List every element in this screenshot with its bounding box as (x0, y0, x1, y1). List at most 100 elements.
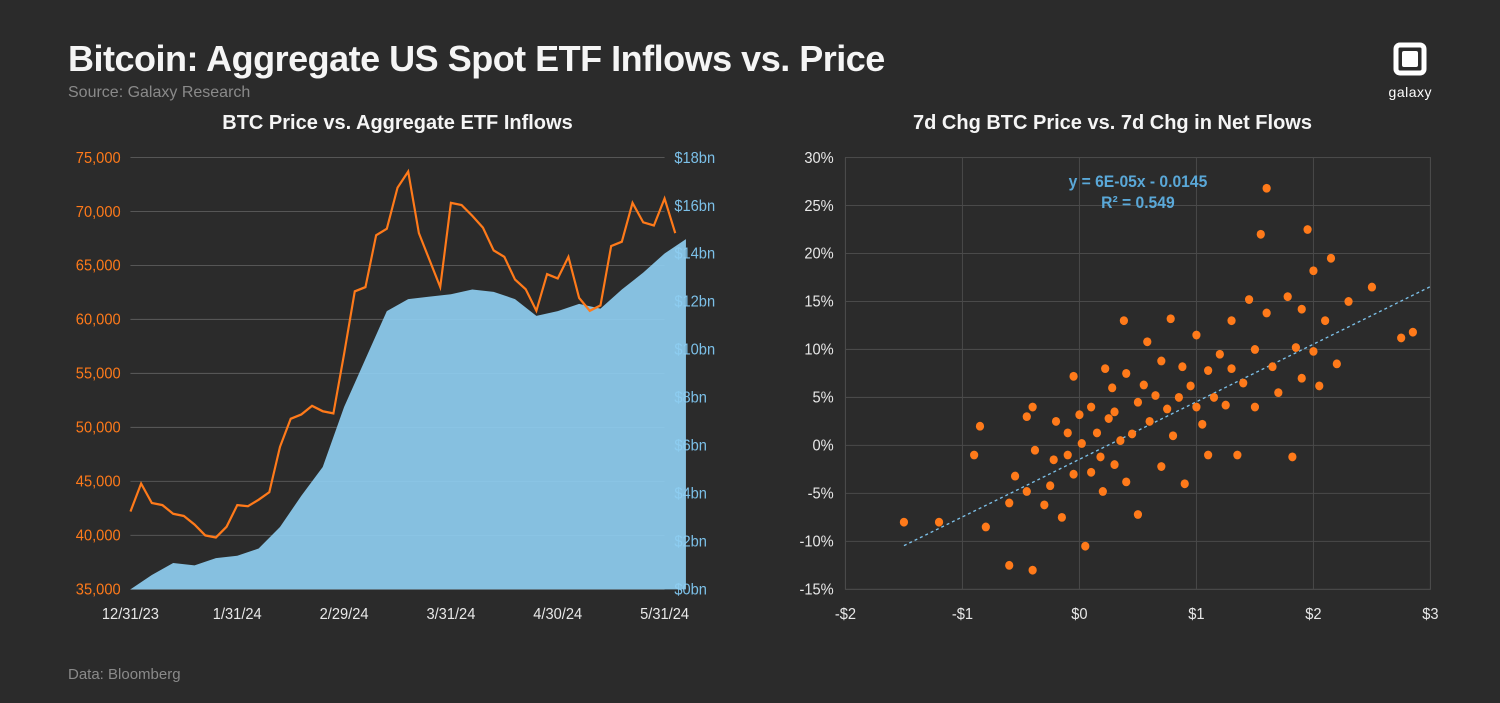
svg-text:$1: $1 (1188, 605, 1204, 623)
svg-text:25%: 25% (804, 197, 833, 215)
scatter-point (1108, 383, 1116, 392)
scatter-point (982, 523, 990, 532)
scatter-point (1216, 350, 1224, 359)
scatter-point (1122, 369, 1130, 378)
scatter-point (1333, 359, 1341, 368)
svg-text:-15%: -15% (799, 581, 833, 599)
svg-text:2/29/24: 2/29/24 (320, 605, 369, 623)
svg-text:65,000: 65,000 (76, 257, 121, 275)
svg-text:5/31/24: 5/31/24 (640, 605, 689, 623)
scatter-point (1069, 470, 1077, 479)
scatter-point (1222, 401, 1230, 410)
header: Bitcoin: Aggregate US Spot ETF Inflows v… (0, 0, 1500, 112)
svg-text:-$1: -$1 (952, 605, 973, 623)
trend-r2: R² = 0.549 (1101, 194, 1174, 213)
scatter-point (1140, 381, 1148, 390)
scatter-point (1192, 403, 1200, 412)
scatter-point (1023, 487, 1031, 496)
svg-text:50,000: 50,000 (76, 419, 121, 437)
scatter-point (1157, 357, 1165, 366)
scatter-point (1101, 364, 1109, 373)
scatter-point (1315, 381, 1323, 390)
scatter-point (1011, 472, 1019, 481)
scatter-point (1274, 388, 1282, 397)
svg-text:5%: 5% (812, 389, 833, 407)
scatter-point (1087, 468, 1095, 477)
scatter-point (1298, 374, 1306, 383)
scatter-point (1239, 379, 1247, 388)
scatter-point (1327, 254, 1335, 263)
scatter-point (1288, 452, 1296, 461)
scatter-point (1309, 266, 1317, 275)
scatter-point (1169, 431, 1177, 440)
scatter-point (1251, 403, 1259, 412)
scatter-point (1040, 500, 1048, 509)
svg-text:75,000: 75,000 (76, 149, 121, 167)
data-attribution: Data: Bloomberg (68, 666, 181, 683)
scatter-point (1198, 420, 1206, 429)
scatter-point (976, 422, 984, 431)
scatter-point (1192, 331, 1200, 340)
scatter-point (1204, 451, 1212, 460)
svg-text:30%: 30% (804, 149, 833, 167)
svg-text:10%: 10% (804, 341, 833, 359)
svg-text:$18bn: $18bn (674, 149, 715, 167)
scatter-point (1146, 417, 1154, 426)
scatter-point (1128, 429, 1136, 438)
scatter-point (1058, 513, 1066, 522)
scatter-point (1005, 499, 1013, 508)
title-block: Bitcoin: Aggregate US Spot ETF Inflows v… (68, 38, 885, 102)
scatter-point (1134, 398, 1142, 407)
scatter-point (1167, 314, 1175, 323)
scatter-point (1078, 439, 1086, 448)
scatter-point (1257, 230, 1265, 239)
left-chart-title: BTC Price vs. Aggregate ETF Inflows (60, 112, 735, 135)
scatter-point (1204, 366, 1212, 375)
scatter-point (1303, 225, 1311, 234)
scatter-point (1175, 393, 1183, 402)
svg-text:-5%: -5% (808, 485, 834, 503)
svg-text:12/31/23: 12/31/23 (102, 605, 159, 623)
scatter-point (1251, 345, 1259, 354)
scatter-point (1110, 460, 1118, 469)
scatter-point (1368, 283, 1376, 292)
svg-text:$3: $3 (1422, 605, 1438, 623)
scatter-point (1227, 364, 1235, 373)
svg-text:45,000: 45,000 (76, 473, 121, 491)
scatter-point (1151, 391, 1159, 400)
page-title: Bitcoin: Aggregate US Spot ETF Inflows v… (68, 38, 885, 80)
scatter-point (1116, 436, 1124, 445)
scatter-point (1233, 451, 1241, 460)
svg-text:-$2: -$2 (835, 605, 856, 623)
scatter-point (970, 451, 978, 460)
scatter-point (1397, 334, 1405, 343)
scatter-point (1005, 561, 1013, 570)
logo-label: galaxy (1389, 84, 1432, 100)
left-chart-svg: 35,00040,00045,00050,00055,00060,00065,0… (60, 147, 735, 642)
svg-text:40,000: 40,000 (76, 527, 121, 545)
galaxy-logo-icon (1389, 38, 1431, 80)
scatter-point (1069, 372, 1077, 381)
scatter-point (1186, 381, 1194, 390)
svg-text:15%: 15% (804, 293, 833, 311)
scatter-point (1309, 347, 1317, 356)
scatter-point (1029, 403, 1037, 412)
scatter-point (1344, 297, 1352, 306)
scatter-point (1321, 316, 1329, 325)
scatter-point (1099, 487, 1107, 496)
scatter-point (1284, 292, 1292, 301)
scatter-point (1096, 452, 1104, 461)
scatter-point (1298, 305, 1306, 314)
scatter-point (1105, 414, 1113, 423)
trend-equation: y = 6E-05x - 0.0145 (1069, 173, 1208, 192)
svg-text:-10%: -10% (799, 533, 833, 551)
scatter-point (1263, 184, 1271, 193)
svg-text:3/31/24: 3/31/24 (426, 605, 475, 623)
scatter-point (1064, 429, 1072, 438)
scatter-point (1181, 479, 1189, 488)
scatter-point (1120, 316, 1128, 325)
scatter-point (1050, 455, 1058, 464)
right-chart-title: 7d Chg BTC Price vs. 7d Chg in Net Flows (775, 112, 1450, 135)
scatter-point (1023, 412, 1031, 421)
scatter-point (1263, 309, 1271, 318)
